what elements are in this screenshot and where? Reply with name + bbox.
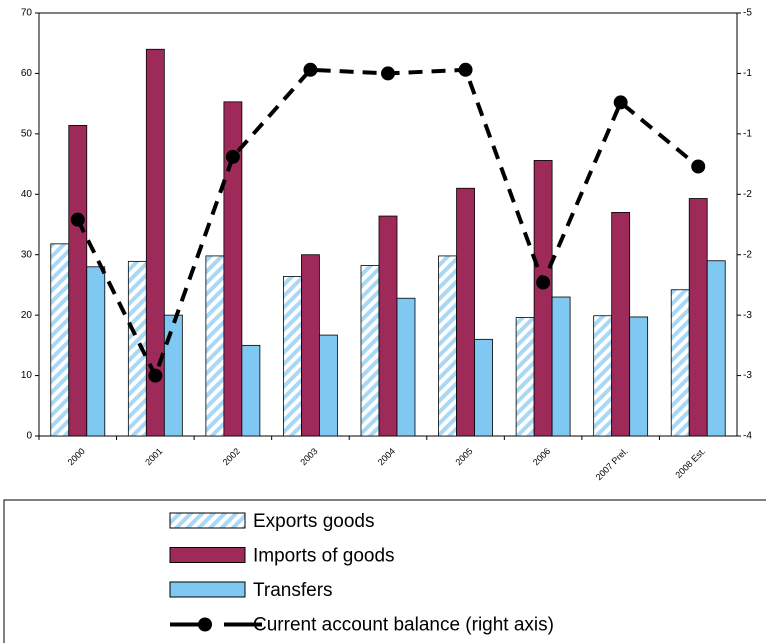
bar — [163, 314, 183, 437]
line-marker — [536, 275, 551, 290]
bar — [319, 334, 338, 437]
y2-tick-label: -1 — [743, 128, 752, 139]
bar — [205, 255, 225, 437]
bar — [551, 296, 571, 437]
y-tick-label: 0 — [26, 431, 32, 442]
legend-swatch — [169, 512, 246, 529]
x-tick-label: 2002 — [221, 446, 242, 467]
y-tick-label: 10 — [21, 370, 33, 381]
bar — [283, 276, 302, 437]
line-marker — [225, 149, 240, 164]
line-marker — [458, 62, 473, 77]
legend-box — [3, 499, 766, 643]
legend-label: Imports of goods — [253, 546, 395, 567]
line-marker — [381, 66, 395, 81]
y-tick-label: 40 — [21, 189, 33, 200]
y-tick-label: 70 — [21, 8, 33, 19]
x-tick-label: 2008 Est. — [673, 446, 707, 480]
bar — [629, 316, 649, 437]
legend-swatch — [169, 581, 246, 598]
y2-tick-label: -1 — [743, 68, 752, 79]
y2-tick-label: -3 — [743, 310, 752, 321]
y2-tick-label: -2 — [743, 249, 752, 260]
bar — [593, 315, 613, 437]
line-marker — [691, 159, 706, 174]
bar — [456, 187, 475, 437]
x-tick-label: 2007 Prel. — [594, 446, 630, 482]
bar — [223, 101, 243, 437]
legend-label: Transfers — [253, 580, 333, 601]
bar — [86, 266, 106, 437]
x-tick-label: 2004 — [376, 446, 397, 467]
bar — [396, 297, 416, 437]
legend-label: Exports goods — [253, 511, 374, 532]
y2-tick-label: -4 — [743, 431, 752, 442]
line-marker — [148, 368, 163, 383]
line-marker — [613, 95, 628, 110]
legend-label: Current account balance (right axis) — [253, 615, 554, 636]
bar — [688, 198, 708, 437]
bar — [611, 212, 631, 437]
bar — [145, 48, 165, 437]
legend-swatch — [198, 617, 212, 632]
x-tick-label: 2003 — [298, 446, 319, 467]
bar — [50, 243, 70, 437]
x-tick-label: 2005 — [453, 446, 474, 467]
y2-tick-label: -5 — [743, 8, 752, 19]
bar — [378, 215, 398, 437]
bar — [670, 289, 690, 437]
y-tick-label: 50 — [21, 128, 33, 139]
legend-swatch — [169, 547, 246, 563]
x-tick-label: 2001 — [143, 446, 164, 467]
y-tick-label: 60 — [21, 68, 33, 79]
x-tick-label: 2006 — [531, 446, 552, 467]
bar — [706, 260, 726, 437]
x-tick-label: 2000 — [66, 446, 87, 467]
bar — [515, 317, 535, 437]
y-tick-label: 30 — [21, 249, 33, 260]
bar — [68, 124, 88, 437]
line-marker — [303, 62, 318, 77]
bar — [301, 254, 320, 437]
y-tick-label: 20 — [21, 310, 33, 321]
bar — [474, 338, 493, 437]
line-marker — [70, 212, 85, 227]
y2-tick-label: -2 — [743, 189, 752, 200]
bar — [360, 265, 380, 437]
bar — [241, 344, 261, 437]
bar — [533, 160, 553, 437]
bar — [438, 255, 457, 437]
y2-tick-label: -3 — [743, 370, 752, 381]
